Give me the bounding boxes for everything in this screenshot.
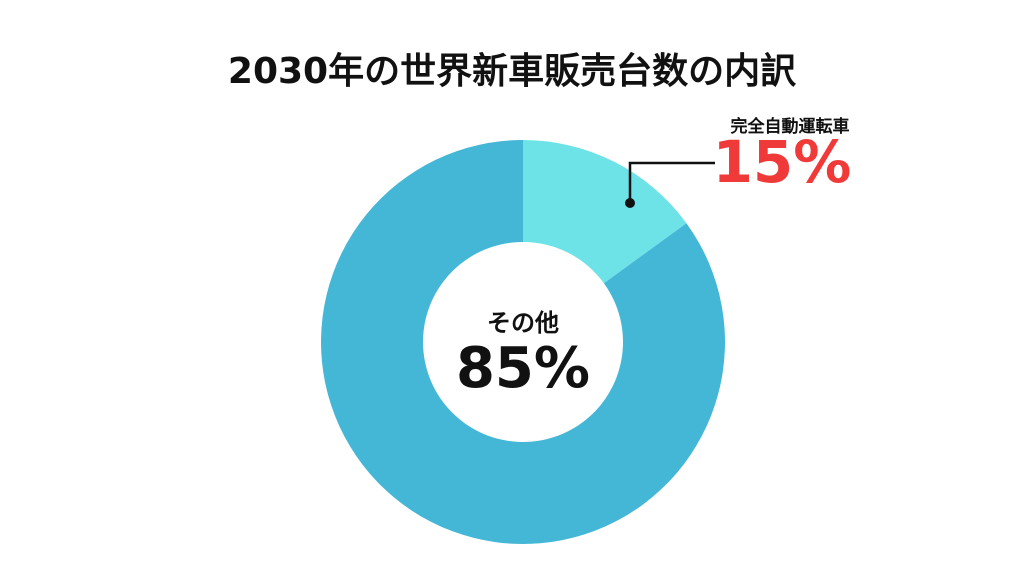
- leader-dot: [625, 198, 635, 208]
- category-label: 完全自動運転車: [731, 116, 850, 137]
- slice: [523, 140, 687, 284]
- chart-title: 2030年の世界新車販売台数の内訳: [228, 51, 797, 92]
- value-label: 85%: [456, 336, 590, 401]
- leader-line: [628, 161, 715, 203]
- category-label: その他: [487, 309, 559, 337]
- value-label: 15%: [713, 128, 852, 196]
- slice: [321, 140, 725, 544]
